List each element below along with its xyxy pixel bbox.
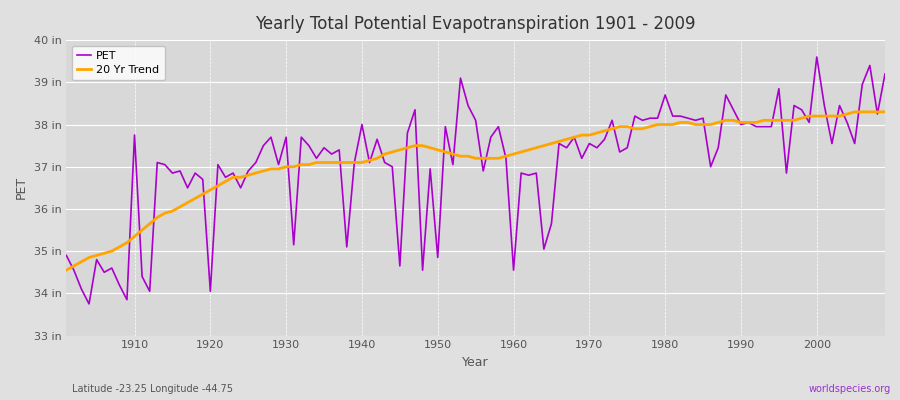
PET [61, 253, 72, 258]
PET [84, 302, 94, 306]
20 Yr Trend [288, 164, 299, 169]
Title: Yearly Total Potential Evapotranspiration 1901 - 2009: Yearly Total Potential Evapotranspiratio… [256, 15, 696, 33]
PET [129, 133, 140, 138]
20 Yr Trend [122, 240, 132, 245]
Text: worldspecies.org: worldspecies.org [809, 384, 891, 394]
Line: 20 Yr Trend: 20 Yr Trend [67, 112, 885, 270]
Line: PET: PET [67, 57, 885, 304]
Text: Latitude -23.25 Longitude -44.75: Latitude -23.25 Longitude -44.75 [72, 384, 233, 394]
PET [508, 268, 519, 272]
20 Yr Trend [334, 160, 345, 165]
PET [607, 118, 617, 123]
20 Yr Trend [508, 152, 519, 156]
20 Yr Trend [850, 110, 860, 114]
PET [812, 54, 823, 59]
PET [296, 135, 307, 140]
PET [516, 171, 526, 176]
20 Yr Trend [61, 268, 72, 272]
20 Yr Trend [879, 110, 890, 114]
Legend: PET, 20 Yr Trend: PET, 20 Yr Trend [72, 46, 165, 80]
20 Yr Trend [500, 154, 511, 158]
PET [341, 244, 352, 249]
Y-axis label: PET: PET [15, 176, 28, 200]
20 Yr Trend [599, 128, 610, 133]
PET [879, 72, 890, 76]
X-axis label: Year: Year [463, 356, 489, 369]
